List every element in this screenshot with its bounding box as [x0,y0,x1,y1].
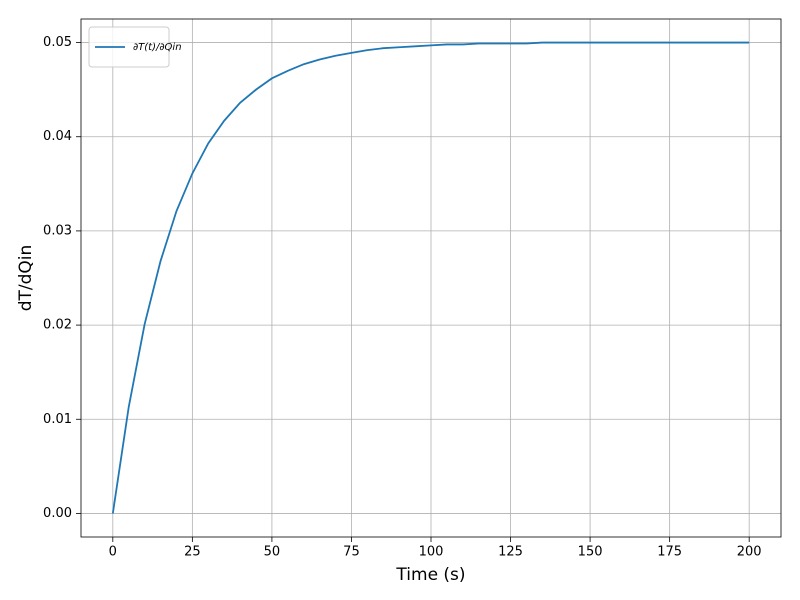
x-tick-label: 0 [109,545,117,560]
x-tick-label: 175 [657,545,682,560]
y-tick-label: 0.01 [43,412,72,427]
y-tick-label: 0.03 [43,223,72,238]
x-tick-label: 100 [419,545,444,560]
legend-box [88,26,170,68]
x-tick-label: 25 [184,545,201,560]
x-tick-label: 125 [498,545,523,560]
x-tick-label: 50 [264,545,281,560]
y-tick-label: 0.04 [43,129,72,144]
y-tick-label: 0.05 [43,35,72,50]
x-tick-label: 75 [343,545,360,560]
x-tick-label: 150 [578,545,603,560]
y-tick-label: 0.00 [43,506,72,521]
y-tick-label: 0.02 [43,318,72,333]
x-tick-label: 200 [737,545,762,560]
x-axis-title: Time (s) [395,565,465,585]
line-series [111,41,750,514]
plot-frame [80,18,782,538]
legend-label: ∂T(t)/∂Qin [133,42,182,53]
y-axis-title: dT/dQin [16,245,36,312]
